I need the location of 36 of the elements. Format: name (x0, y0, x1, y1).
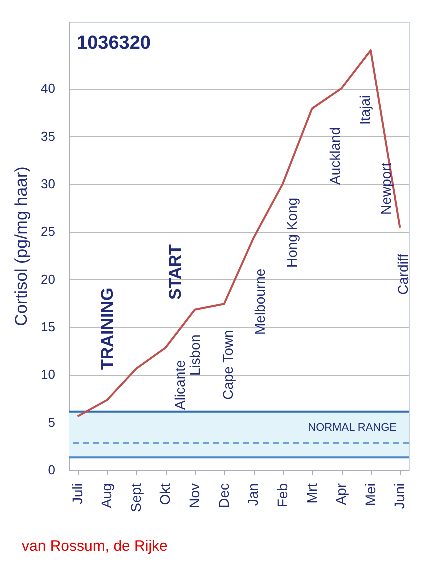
y-tick-label: 30 (41, 176, 56, 192)
x-tick-label: Sept (128, 483, 144, 512)
x-tick-label: Mrt (304, 483, 320, 504)
x-tick-label: Jan (245, 484, 262, 506)
annotation: START (166, 244, 185, 300)
x-tick-label: Juli (69, 484, 86, 505)
y-axis-title: Cortisol (pg/mg haar) (12, 166, 32, 326)
annotation: Newport (378, 162, 394, 215)
y-tick-label: 35 (41, 128, 56, 144)
annotation: Lisbon (187, 334, 203, 376)
x-tick-label: Aug (98, 484, 115, 508)
x-tick-label: Apr (333, 483, 350, 506)
y-tick-label: 25 (41, 224, 56, 240)
text: van Rossum, de Rijke (22, 538, 168, 555)
y-tick-label: 0 (48, 462, 56, 478)
y-tick-label: 15 (41, 320, 56, 335)
y-tick-label: 10 (41, 367, 56, 382)
x-tick-label: Dec (216, 484, 232, 508)
band-label: NORMAL RANGE (308, 422, 397, 434)
annotation: Cape Town (220, 330, 236, 400)
annotation: Hong Kong (284, 198, 300, 268)
annotation: Alicante (172, 360, 188, 410)
x-tick-label: Juni (392, 484, 408, 510)
annotation: TRAINING (98, 288, 117, 370)
annotation: Cardiff (395, 254, 411, 295)
annotation: Auckland (327, 127, 343, 185)
annotation: Itajai (357, 95, 373, 125)
annotation: Melbourne (252, 268, 268, 335)
text: 1036320 (77, 33, 151, 54)
y-tick-label: 5 (48, 414, 56, 430)
y-tick-label: 20 (41, 272, 56, 287)
x-tick-label: Mei (362, 484, 378, 506)
y-tick-label: 40 (41, 81, 56, 96)
x-tick-label: Nov (186, 484, 203, 508)
x-tick-label: Feb (274, 483, 290, 508)
x-tick-label: Okt (157, 483, 174, 506)
